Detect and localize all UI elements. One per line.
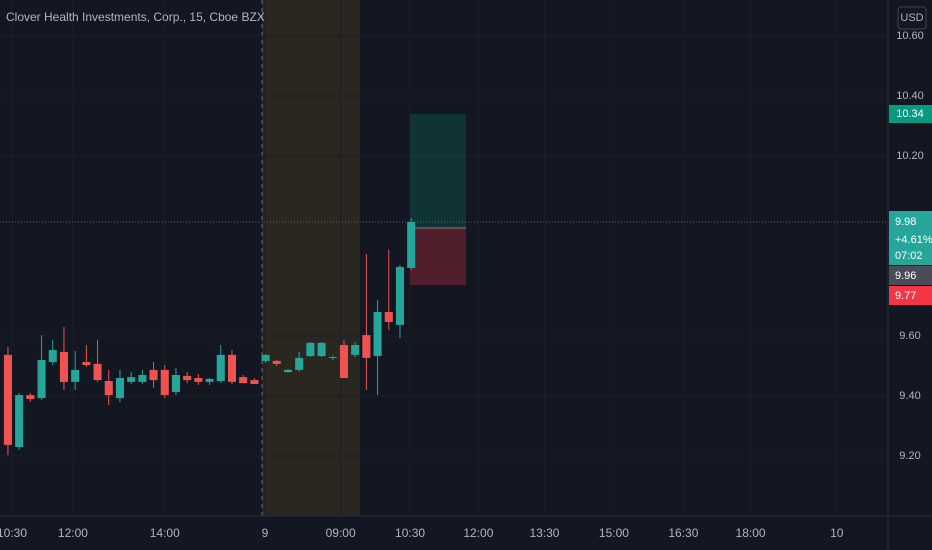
candle-body <box>351 345 360 355</box>
target-label-bg <box>889 105 932 123</box>
session-shade <box>261 0 360 516</box>
x-tick-label: 10:30 <box>0 526 27 540</box>
stop-label-bg <box>889 286 932 305</box>
candle-body <box>384 312 393 322</box>
candle-body <box>395 267 405 325</box>
candle-body <box>317 342 326 357</box>
last-price-bg <box>889 211 932 265</box>
chart-title: Clover Health Investments, Corp., 15, Cb… <box>6 10 265 24</box>
candle-body <box>26 395 35 399</box>
candle-body <box>37 360 46 399</box>
x-tick-label: 18:00 <box>736 526 766 540</box>
candle-body <box>71 369 80 382</box>
candle-body <box>373 312 382 357</box>
stop-label: 9.77 <box>895 290 916 302</box>
x-tick-label: 14:00 <box>150 526 180 540</box>
x-tick-label: 15:00 <box>599 526 629 540</box>
y-tick-label: 9.20 <box>899 450 920 462</box>
candle-body <box>205 378 214 382</box>
candle-body <box>216 354 225 381</box>
candle-body <box>104 381 113 396</box>
countdown-label: 07:02 <box>895 250 923 262</box>
y-tick-label: 10.20 <box>896 150 924 162</box>
candle-body <box>171 375 180 393</box>
candle-body <box>160 369 169 396</box>
x-tick-label: 10:30 <box>395 526 425 540</box>
candle-body <box>261 354 270 361</box>
candle-body <box>82 362 91 366</box>
y-tick-label: 9.40 <box>899 390 920 402</box>
candle-body <box>48 350 57 363</box>
y-tick-label: 10.40 <box>896 90 924 102</box>
x-tick-label: 9 <box>262 526 269 540</box>
x-tick-label: 13:30 <box>529 526 559 540</box>
candle-body <box>93 363 102 381</box>
stop-zone <box>410 228 467 285</box>
entry-label-bg <box>889 266 932 285</box>
x-tick-label: 16:30 <box>668 526 698 540</box>
currency-button[interactable] <box>897 6 927 30</box>
x-tick-label: 10 <box>830 526 844 540</box>
currency-label[interactable]: USD <box>900 12 923 24</box>
candle-body <box>227 354 237 382</box>
candle-body <box>149 369 158 381</box>
candle-body <box>362 335 371 358</box>
candle-body <box>283 369 293 372</box>
candle-body <box>138 375 147 382</box>
x-tick-label: 09:00 <box>326 526 356 540</box>
x-tick-label: 12:00 <box>58 526 88 540</box>
target-zone <box>410 114 467 228</box>
candle-body <box>295 357 304 370</box>
candle-body <box>339 345 349 378</box>
candle-body <box>15 395 24 447</box>
candle-body <box>59 351 68 382</box>
candle-body <box>115 378 124 399</box>
target-label: 10.34 <box>896 108 924 120</box>
change-label: +4.61% <box>895 234 932 246</box>
candle-body <box>250 380 259 384</box>
entry-label: 9.96 <box>895 270 916 282</box>
x-tick-label: 12:00 <box>463 526 493 540</box>
candle-body <box>239 377 248 384</box>
y-tick-label: 9.60 <box>899 330 920 342</box>
last-price-label: 9.98 <box>895 216 916 228</box>
y-tick-label: 10.60 <box>896 30 924 42</box>
candle-body <box>194 378 203 382</box>
candle-body <box>183 375 192 381</box>
candle-body <box>328 357 337 358</box>
candle-body <box>127 377 136 382</box>
candle-body <box>407 222 416 268</box>
candle-body <box>3 354 12 445</box>
candle-body <box>272 360 281 364</box>
candle-body <box>306 342 315 357</box>
